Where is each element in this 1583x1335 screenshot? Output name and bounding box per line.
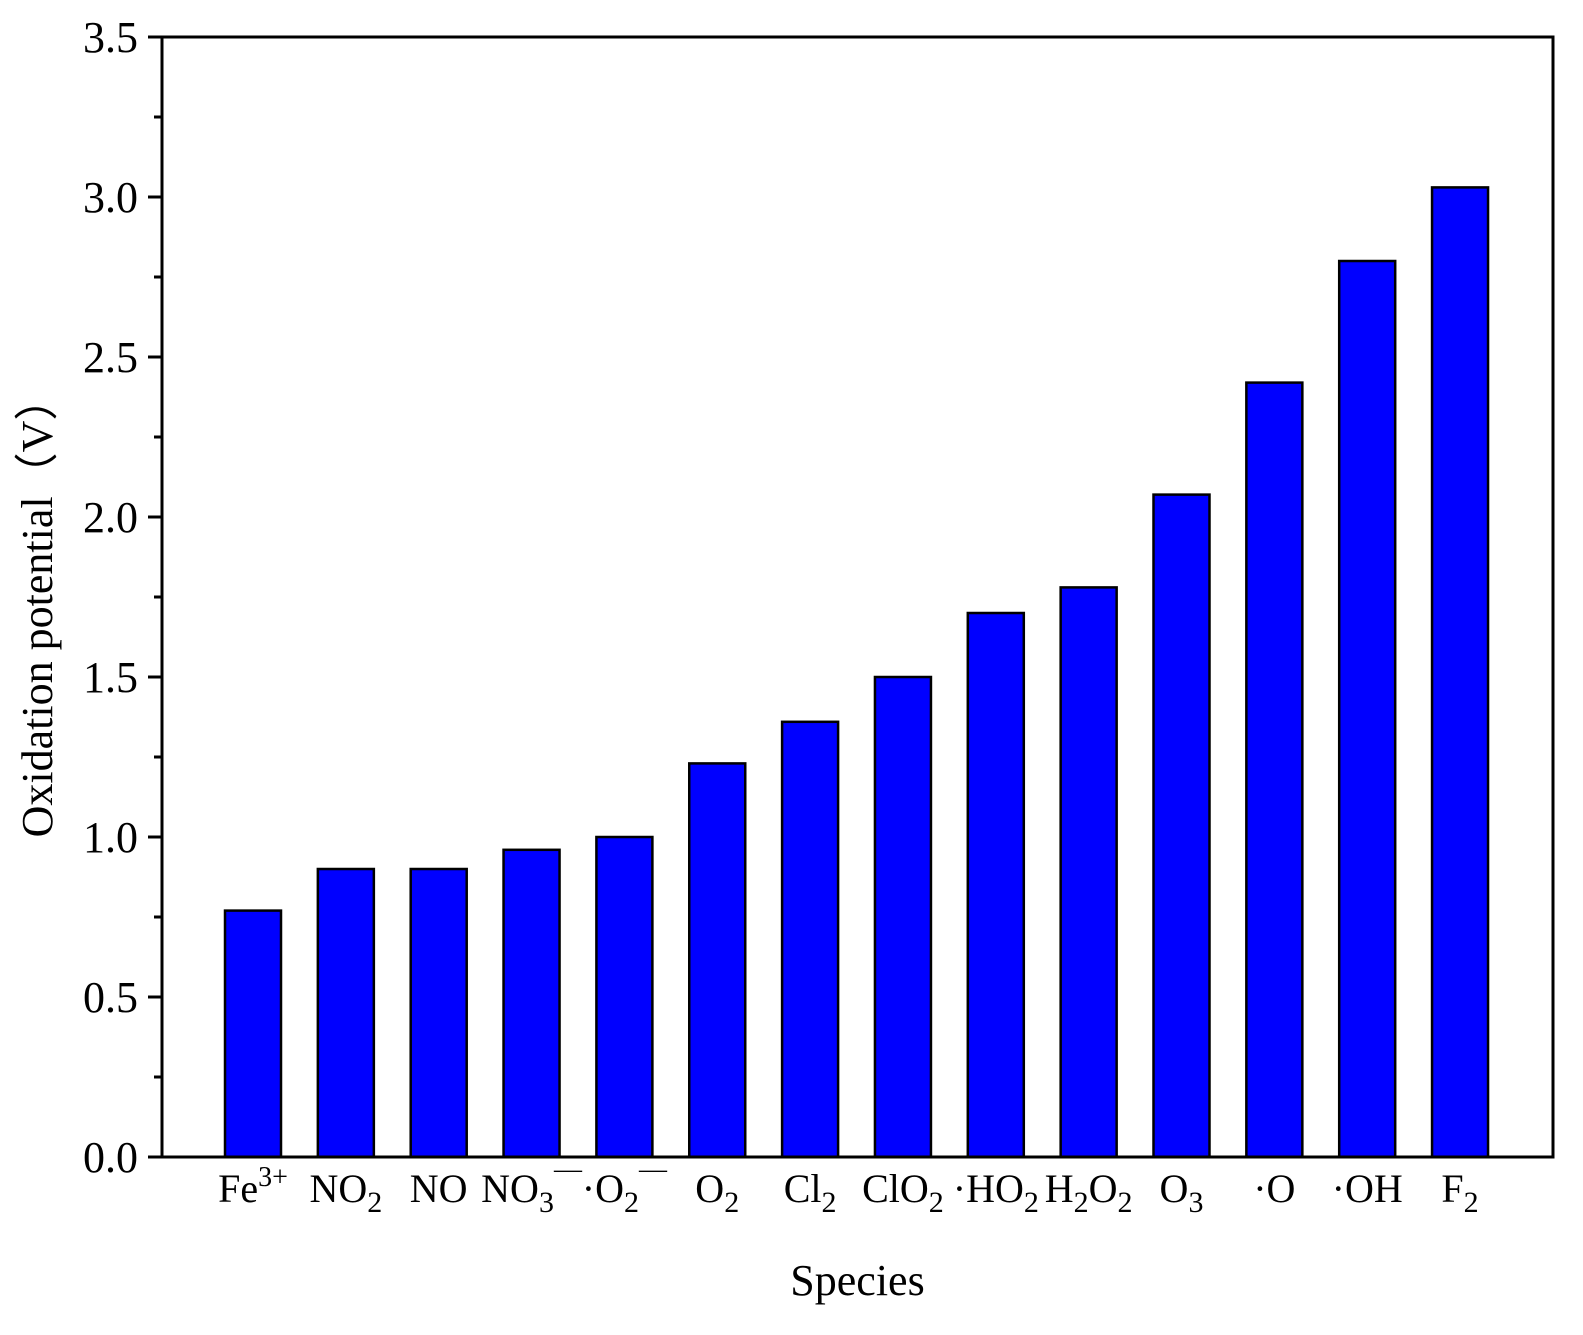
x-tick-label: ·HO2​ <box>953 1166 1039 1219</box>
x-tick-label: NO3​—​ <box>481 1154 583 1219</box>
y-tick-label: 1.5 <box>83 653 138 702</box>
bar <box>966 611 1026 1159</box>
bar <box>873 675 933 1159</box>
y-tick-label: 2.0 <box>83 493 138 542</box>
y-tick-label: 0.0 <box>83 1133 138 1182</box>
bar <box>502 848 561 1159</box>
y-tick-label: 0.5 <box>83 973 138 1022</box>
bar <box>688 762 747 1159</box>
bars <box>223 186 1490 1159</box>
x-tick-label: Fe3+​ <box>218 1162 288 1211</box>
x-tick-label: O2​ <box>695 1166 739 1219</box>
x-axis-label: Species <box>790 1256 924 1305</box>
x-tick-label: NO <box>410 1166 468 1211</box>
bar <box>316 867 376 1159</box>
x-tick-label: H2​O2​ <box>1045 1166 1133 1219</box>
bar <box>595 835 654 1159</box>
x-tick-label: O3​ <box>1160 1166 1204 1219</box>
bar <box>780 720 840 1159</box>
y-axis-label: Oxidation potential（V） <box>13 377 62 838</box>
y-tick-label: 3.5 <box>83 13 138 62</box>
bar <box>1152 493 1211 1159</box>
x-tick-label: ·O2​—​ <box>582 1154 668 1219</box>
bar <box>1430 186 1490 1159</box>
x-tick-label: ClO2​ <box>862 1166 944 1219</box>
y-tick-label: 1.0 <box>83 813 138 862</box>
bar <box>1337 259 1397 1159</box>
y-tick-label: 2.5 <box>83 333 138 382</box>
bar <box>223 909 283 1159</box>
x-tick-label: ·O <box>1253 1166 1295 1211</box>
x-tick-label: NO2​ <box>309 1166 382 1219</box>
bar <box>409 867 468 1159</box>
x-tick-label: F2​ <box>1441 1166 1478 1219</box>
y-axis-ticks: 0.0 0.5 1.0 1.5 2.0 2.5 3.0 3.5 <box>83 13 162 1182</box>
x-tick-label: Cl2​ <box>784 1166 837 1219</box>
x-tick-label: ·OH <box>1332 1166 1403 1211</box>
y-tick-label: 3.0 <box>83 173 138 222</box>
x-axis-tick-labels: Fe3+​ NO2​ NO NO3​—​·O2​—​ O2​ Cl2​ ClO2​·HO2​… <box>218 1154 1479 1219</box>
bar <box>1245 381 1304 1159</box>
bar <box>1059 586 1118 1159</box>
